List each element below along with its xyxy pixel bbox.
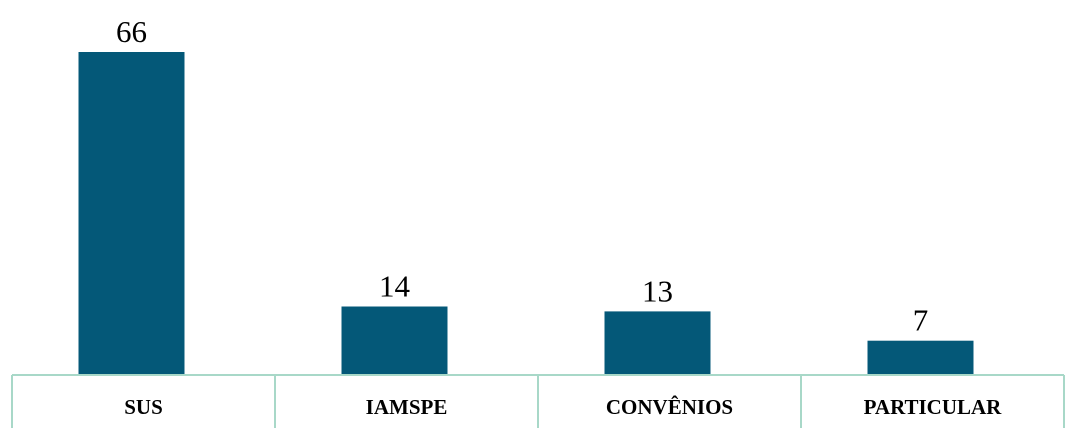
category-label-iamspe: IAMSPE — [366, 395, 448, 419]
data-label-particular: 7 — [913, 303, 929, 338]
bar-convenios — [604, 311, 711, 375]
category-table — [11, 374, 1065, 428]
bars-layer — [78, 52, 974, 375]
category-label-particular: PARTICULAR — [864, 395, 1003, 419]
bar-sus — [78, 52, 185, 375]
data-label-sus: 66 — [116, 14, 147, 49]
category-label-convenios: CONVÊNIOS — [606, 395, 733, 419]
category-label-sus: SUS — [124, 395, 163, 419]
value-labels-layer: 66 14 13 7 — [116, 14, 928, 338]
data-label-convenios: 13 — [642, 273, 673, 308]
bar-particular — [867, 340, 974, 375]
category-labels-layer: SUS IAMSPE CONVÊNIOS PARTICULAR — [124, 395, 1002, 419]
data-label-iamspe: 14 — [379, 269, 411, 304]
bar-iamspe — [341, 306, 448, 375]
